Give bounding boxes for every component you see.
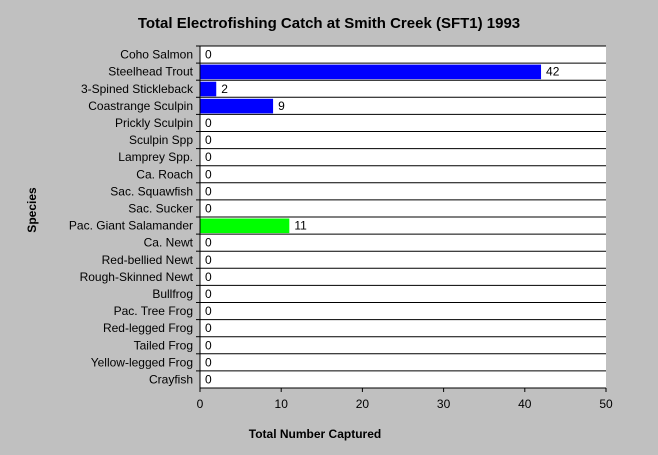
category-label: Steelhead Trout (108, 65, 193, 79)
category-label: Crayfish (149, 372, 193, 386)
category-label: Red-bellied Newt (102, 253, 194, 267)
category-label: Ca. Newt (144, 236, 194, 250)
bar (200, 218, 290, 234)
x-axis-label: Total Number Captured (249, 427, 381, 441)
category-label: Coho Salmon (120, 48, 193, 62)
category-label: Pac. Giant Salamander (69, 219, 193, 233)
value-label: 9 (278, 99, 285, 113)
value-label: 0 (205, 133, 212, 147)
category-label: Rough-Skinned Newt (80, 270, 194, 284)
value-label: 0 (205, 184, 212, 198)
value-label: 0 (205, 48, 212, 62)
x-tick-label: 20 (356, 397, 370, 411)
category-label: Bullfrog (152, 287, 193, 301)
y-axis-label: Species (25, 187, 39, 233)
value-label: 0 (205, 116, 212, 130)
value-label: 0 (205, 270, 212, 284)
category-label: Coastrange Sculpin (88, 99, 193, 113)
x-tick-label: 30 (437, 397, 451, 411)
bars (200, 64, 542, 234)
value-label: 11 (294, 219, 307, 233)
value-label: 0 (205, 236, 212, 250)
category-labels: Coho Salmon Steelhead Trout 3-Spined Stick… (69, 48, 194, 387)
category-label: Sac. Sucker (128, 201, 193, 215)
value-label: 0 (205, 201, 212, 215)
value-label: 42 (546, 65, 560, 79)
value-label: 0 (205, 321, 212, 335)
value-label: 0 (205, 287, 212, 301)
value-label: 0 (205, 167, 212, 181)
value-label: 0 (205, 150, 212, 164)
category-label: Pac. Tree Frog (114, 304, 193, 318)
category-label: Sculpin Spp (129, 133, 193, 147)
x-tick-labels: 0 10 20 30 40 50 (197, 388, 613, 411)
x-tick-label: 0 (197, 397, 204, 411)
gridlines (196, 45, 606, 389)
value-labels: 0 42 2 9 0 0 0 0 0 0 11 0 0 0 0 0 0 0 0 0 (205, 48, 560, 387)
value-label: 0 (205, 372, 212, 386)
category-label: Ca. Roach (136, 167, 193, 181)
value-label: 0 (205, 355, 212, 369)
value-label: 0 (205, 253, 212, 267)
chart-title: Total Electrofishing Catch at Smith Cree… (138, 15, 520, 32)
value-label: 2 (221, 82, 228, 96)
value-label: 0 (205, 304, 212, 318)
x-tick-label: 50 (599, 397, 613, 411)
category-label: Tailed Frog (134, 338, 193, 352)
category-label: Prickly Sculpin (115, 116, 193, 130)
bar (200, 64, 542, 80)
bar (200, 98, 274, 114)
bar (200, 81, 217, 97)
category-label: Yellow-legged Frog (91, 355, 193, 369)
category-label: Red-legged Frog (103, 321, 193, 335)
value-label: 0 (205, 338, 212, 352)
x-tick-label: 10 (275, 397, 289, 411)
x-tick-label: 40 (518, 397, 532, 411)
category-label: Lamprey Spp. (118, 150, 193, 164)
category-label: Sac. Squawfish (110, 184, 193, 198)
category-label: 3-Spined Stickleback (81, 82, 194, 96)
